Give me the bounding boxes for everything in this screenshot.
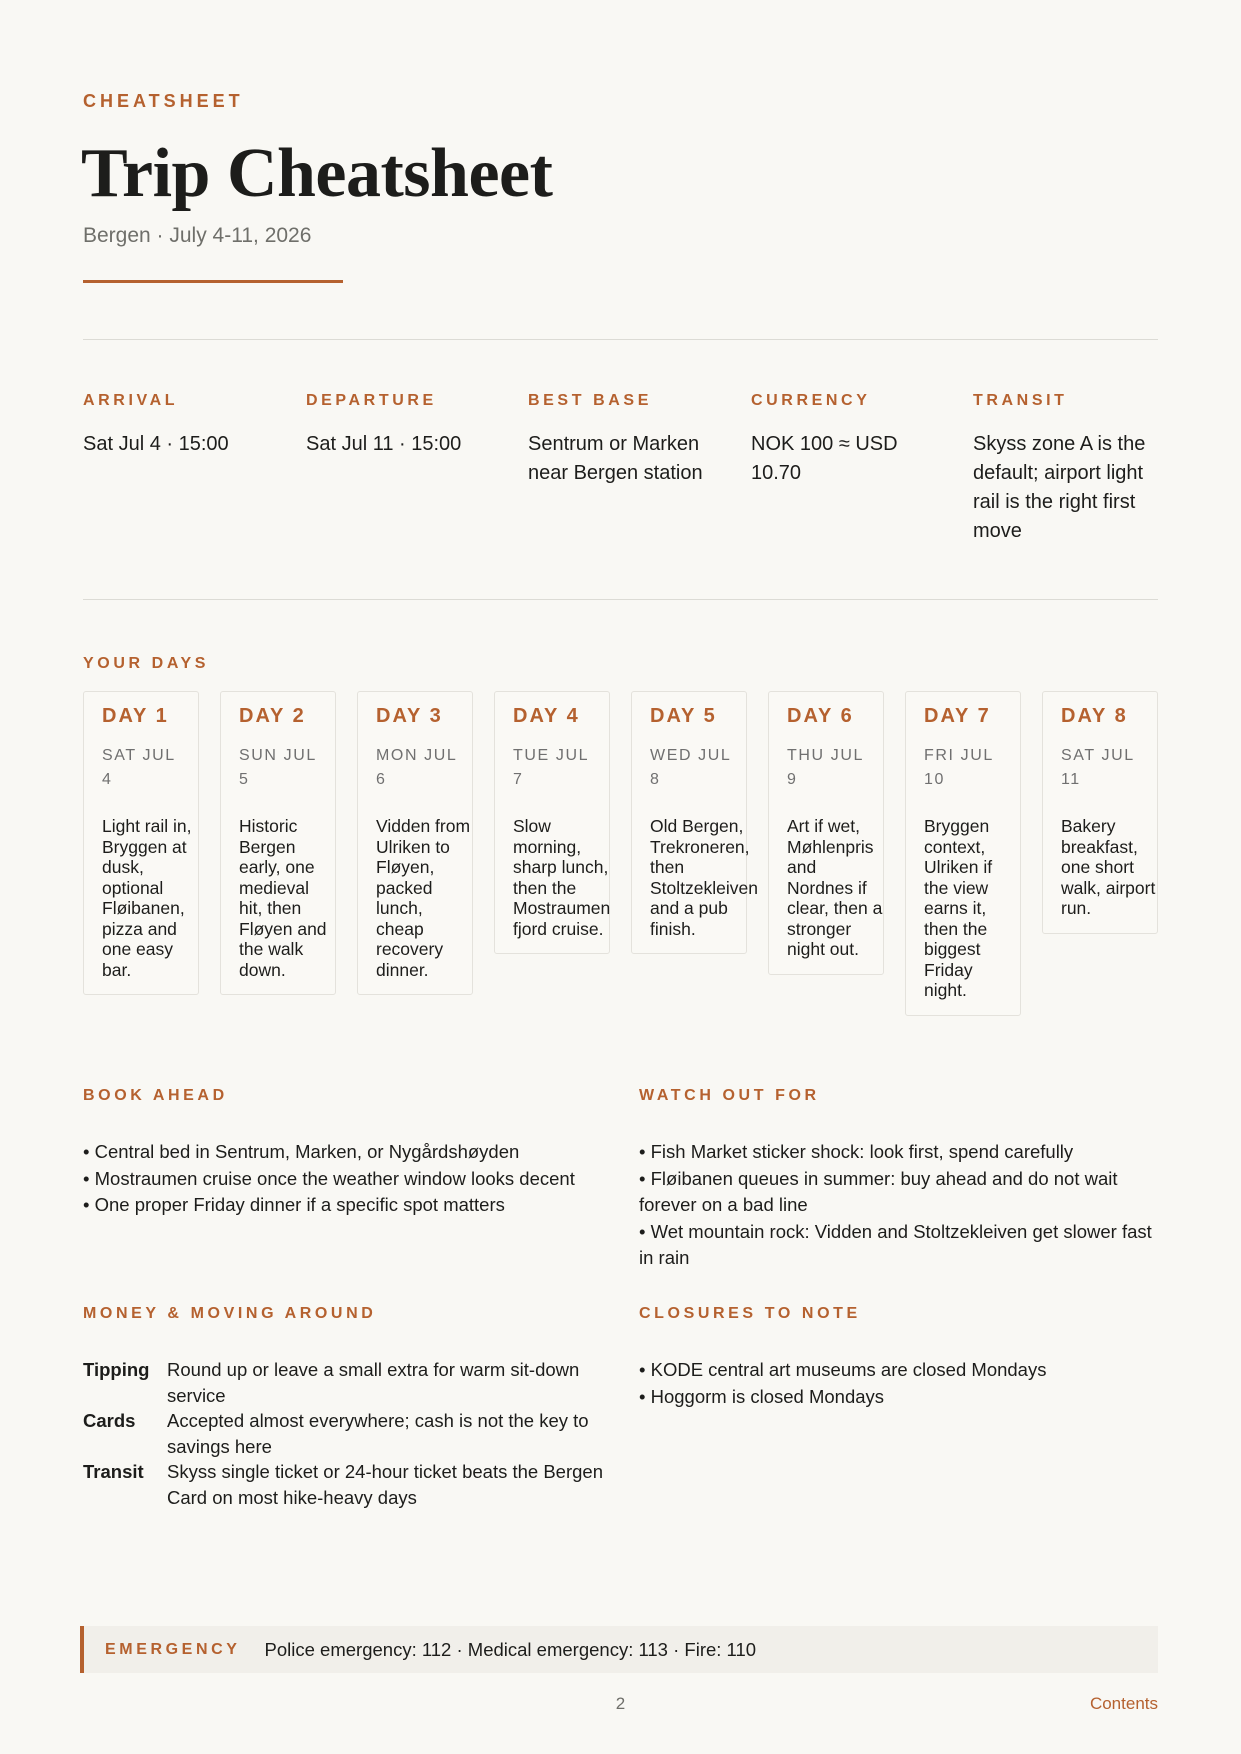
day-number: DAY 1 <box>102 705 169 727</box>
list-item: • Fish Market sticker shock: look first,… <box>639 1141 1074 1162</box>
emergency-label: EMERGENCY <box>105 1640 241 1658</box>
info-value: Sat Jul 4 · 15:00 <box>83 433 229 455</box>
day-date: THU JUL 9 <box>787 747 864 788</box>
page-title: Trip Cheatsheet <box>81 135 553 212</box>
info-value: Sentrum or Marken near Bergen station <box>528 433 703 484</box>
day-plan: Vidden from Ulriken to Fløyen, packed lu… <box>376 816 471 980</box>
day-date: TUE JUL 7 <box>513 747 589 788</box>
day-card: DAY 5 WED JUL 8 Old Bergen, Trekroneren, t… <box>631 691 758 954</box>
emergency-bar: EMERGENCY Police emergency: 112 · Medica… <box>80 1626 1158 1673</box>
day-plan: Light rail in, Bryggen at dusk, optional… <box>102 816 192 980</box>
day-plan: Slow morning, sharp lunch, then the Most… <box>513 816 611 939</box>
list-item: • Fløibanen queues in summer: buy ahead … <box>639 1167 1118 1216</box>
day-plan: Bakery breakfast, one short walk, airpor… <box>1061 816 1156 918</box>
money-key: Cards <box>83 1410 136 1431</box>
day-number: DAY 4 <box>513 705 580 727</box>
book-ahead-section: BOOK AHEAD • Central bed in Sentrum, Mar… <box>83 1087 603 1219</box>
list-item: • Central bed in Sentrum, Marken, or Nyg… <box>83 1141 520 1162</box>
accent-divider <box>83 280 343 283</box>
day-number: DAY 5 <box>650 705 717 727</box>
day-number: DAY 3 <box>376 705 443 727</box>
day-date: SAT JUL 11 <box>1061 747 1135 788</box>
page-number: 2 <box>615 1694 626 1713</box>
day-number: DAY 2 <box>239 705 306 727</box>
closures-section: CLOSURES TO NOTE • KODE central art muse… <box>639 1305 1159 1410</box>
money-key: Tipping <box>83 1359 150 1380</box>
watch-out-section: WATCH OUT FOR • Fish Market sticker shoc… <box>639 1087 1159 1272</box>
days-heading: YOUR DAYS <box>83 655 210 672</box>
contents-link[interactable]: Contents <box>1089 1694 1158 1713</box>
day-card: DAY 2 SUN JUL 5 Historic Bergen early, one… <box>220 691 336 995</box>
day-date: SUN JUL 5 <box>239 747 317 788</box>
info-label: CURRENCY <box>751 392 871 409</box>
divider <box>83 339 1158 340</box>
money-value: Round up or leave a small extra for warm… <box>167 1359 580 1406</box>
day-cards: DAY 1 SAT JUL 4 Light rail in, Bryggen at … <box>83 691 1158 1016</box>
info-departure: DEPARTURE Sat Jul 11 · 15:00 <box>306 392 506 459</box>
list-item: • Mostraumen cruise once the weather win… <box>83 1167 575 1189</box>
money-value: Accepted almost everywhere; cash is not … <box>167 1410 589 1457</box>
day-plan: Art if wet, Møhlenpris and Nordnes if cl… <box>787 816 883 959</box>
day-date: FRI JUL 10 <box>924 747 994 788</box>
list-item: • Wet mountain rock: Vidden and Stoltzek… <box>639 1220 1152 1269</box>
info-label: DEPARTURE <box>306 392 437 409</box>
money-section: MONEY & MOVING AROUND Tipping Round up or… <box>83 1305 603 1510</box>
day-date: SAT JUL 4 <box>102 747 176 788</box>
info-arrival: ARRIVAL Sat Jul 4 · 15:00 <box>83 392 283 459</box>
emergency-numbers: Police emergency: 112 · Medical emergenc… <box>264 1638 757 1660</box>
day-card: DAY 1 SAT JUL 4 Light rail in, Bryggen at … <box>83 691 199 995</box>
list-item: • KODE central art museums are closed Mo… <box>639 1359 1047 1380</box>
day-plan: Historic Bergen early, one medieval hit,… <box>239 816 327 980</box>
day-number: DAY 8 <box>1061 705 1128 727</box>
section-heading: MONEY & MOVING AROUND <box>83 1305 377 1322</box>
section-heading: BOOK AHEAD <box>83 1087 228 1104</box>
day-card: DAY 4 TUE JUL 7 Slow morning, sharp lunch,… <box>494 691 610 954</box>
day-card: DAY 6 THU JUL 9 Art if wet, Møhlenpris and… <box>768 691 884 975</box>
day-date: MON JUL 6 <box>376 747 457 788</box>
info-label: ARRIVAL <box>83 392 179 409</box>
info-best-base: BEST BASE Sentrum or Marken near Bergen … <box>528 392 723 488</box>
info-currency: CURRENCY NOK 100 ≈ USD 10.70 <box>751 392 921 488</box>
eyebrow-label: CHEATSHEET <box>83 91 244 111</box>
day-plan: Old Bergen, Trekroneren, then Stoltzekle… <box>650 816 758 939</box>
info-value: Skyss zone A is the default; airport lig… <box>973 433 1146 542</box>
info-value: NOK 100 ≈ USD 10.70 <box>751 433 898 484</box>
money-key: Transit <box>83 1461 144 1482</box>
day-card: DAY 8 SAT JUL 11 Bakery breakfast, one sho… <box>1042 691 1158 934</box>
day-number: DAY 7 <box>924 705 991 727</box>
day-card: DAY 3 MON JUL 6 Vidden from Ulriken to Flø… <box>357 691 473 995</box>
money-value: Skyss single ticket or 24-hour ticket be… <box>167 1461 603 1508</box>
list-item: • Hoggorm is closed Mondays <box>639 1385 885 1407</box>
section-heading: WATCH OUT FOR <box>639 1087 820 1104</box>
day-number: DAY 6 <box>787 705 854 727</box>
day-date: WED JUL 8 <box>650 747 731 788</box>
info-transit: TRANSIT Skyss zone A is the default; air… <box>973 392 1163 546</box>
info-label: BEST BASE <box>528 392 652 409</box>
day-plan: Bryggen context, Ulriken if the view ear… <box>924 816 993 1000</box>
day-card: DAY 7 FRI JUL 10 Bryggen context, Ulriken … <box>905 691 1021 1016</box>
info-label: TRANSIT <box>973 392 1068 409</box>
divider <box>83 599 1158 600</box>
list-item: • One proper Friday dinner if a specific… <box>83 1194 505 1215</box>
page-subtitle: Bergen · July 4-11, 2026 <box>83 224 312 247</box>
section-heading: CLOSURES TO NOTE <box>639 1305 861 1322</box>
info-value: Sat Jul 11 · 15:00 <box>306 433 462 455</box>
